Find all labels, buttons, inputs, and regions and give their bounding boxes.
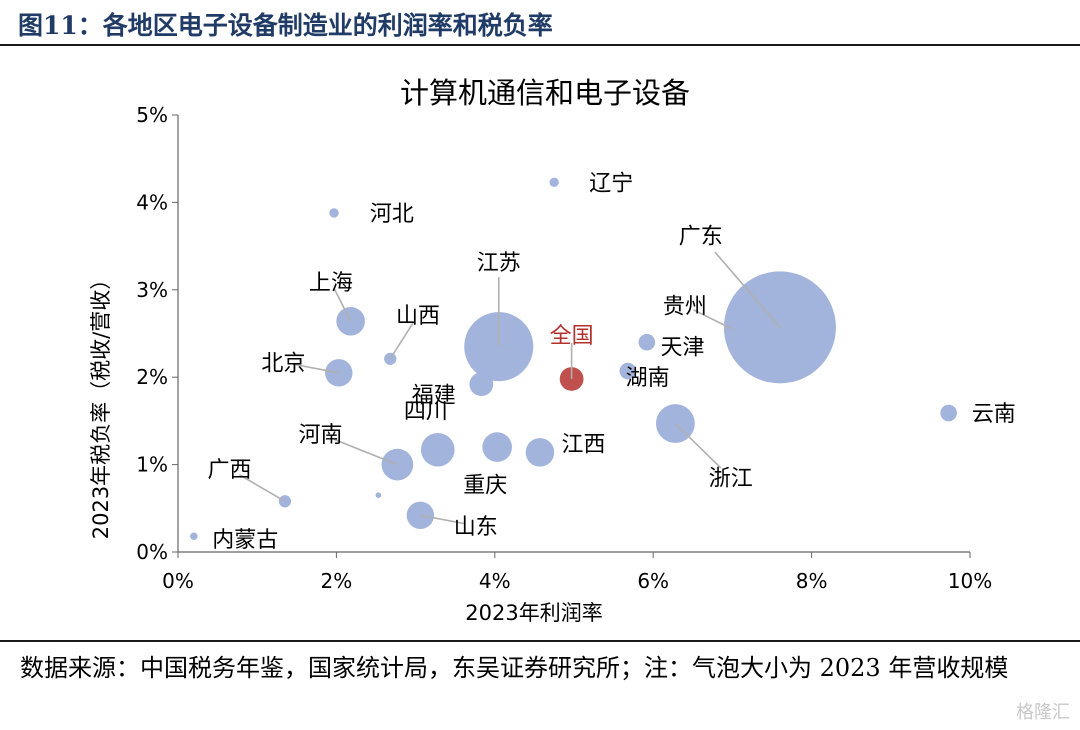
bubble-label: 福建 (412, 384, 456, 409)
bubble-label: 云南 (972, 402, 1016, 427)
y-tick-label: 4% (136, 190, 168, 214)
bubble-福建 (469, 372, 494, 397)
bubble-label: 贵州 (663, 295, 707, 320)
source-note: 数据来源：中国税务年鉴，国家统计局，东吴证券研究所；注：气泡大小为 2023 年… (20, 654, 1009, 682)
bubble-四川 (420, 432, 455, 467)
bubble-辽宁 (549, 177, 559, 187)
bubble-label: 湖南 (626, 366, 670, 391)
bubble-江西 (525, 438, 555, 467)
bubble-河北 (329, 208, 339, 218)
bubble-北京 (325, 359, 353, 387)
y-tick-label: 5% (136, 103, 168, 127)
y-tick-label: 1% (136, 453, 168, 477)
top-rule (0, 44, 1080, 46)
bubble-label: 河北 (370, 202, 414, 227)
x-tick-label: 8% (796, 569, 828, 593)
bubble-label: 广东 (679, 225, 723, 250)
leader-line (334, 438, 398, 466)
y-axis-title: 2023年税负率（税收/营收） (89, 269, 113, 540)
x-axis-title: 2023年利润率 (465, 601, 602, 625)
bubble-内蒙古 (190, 532, 198, 541)
x-tick-label: 6% (637, 569, 669, 593)
bubble-重庆 (482, 432, 512, 462)
y-tick-label: 3% (136, 278, 168, 302)
leader-line (293, 363, 339, 374)
bubble-label: 北京 (261, 351, 305, 376)
bubble-unlabeled (375, 492, 382, 498)
bubble-label: 重庆 (463, 474, 507, 499)
x-tick-label: 2% (321, 569, 353, 593)
x-tick-label: 10% (948, 569, 992, 593)
bubble-云南 (940, 404, 957, 422)
x-tick-label: 0% (162, 569, 194, 593)
y-tick-label: 0% (136, 540, 168, 564)
y-tick-label: 2% (136, 365, 168, 389)
bubble-天津 (638, 333, 656, 351)
leader-line (420, 514, 466, 525)
bubble-label: 四川 (404, 399, 448, 424)
bubble-label: 江苏 (477, 251, 521, 276)
bubble-label: 浙江 (709, 467, 753, 492)
bottom-rule (0, 640, 1080, 642)
watermark: 格隆汇 (1016, 702, 1070, 723)
bubble-湖南 (619, 362, 637, 380)
bubble-label: 山东 (454, 515, 498, 540)
leader-line (239, 474, 286, 502)
figure-title: 图11：各地区电子设备制造业的利润率和税负率 (18, 11, 553, 40)
axes: 0% 2% 4% 6% 8% 10% 0% 1% 2% 3% 4% 5% (136, 103, 992, 593)
x-tick-label: 4% (479, 569, 511, 593)
chart-title: 计算机通信和电子设备 (400, 76, 690, 110)
bubble-label: 内蒙古 (212, 528, 278, 553)
bubble-label: 江西 (561, 433, 605, 458)
bubble-label: 全国 (550, 324, 594, 349)
leader-line (714, 251, 781, 328)
bubble-chart: 计算机通信和电子设备 0% 2% 4% 6% 8% 10% 0% 1% 2% 3% 4% 5% 广东江… (89, 76, 1016, 625)
bubble-label: 广西 (207, 458, 251, 483)
leader-line (333, 288, 352, 322)
leader-line (389, 322, 414, 360)
bubble-label: 天津 (660, 336, 704, 361)
leader-line (674, 422, 722, 469)
bubble-label: 辽宁 (589, 171, 633, 196)
bubble-label: 河南 (299, 423, 343, 448)
bubble-label: 山西 (396, 304, 440, 329)
bubble-label: 上海 (309, 271, 353, 296)
leader-line (693, 309, 733, 330)
